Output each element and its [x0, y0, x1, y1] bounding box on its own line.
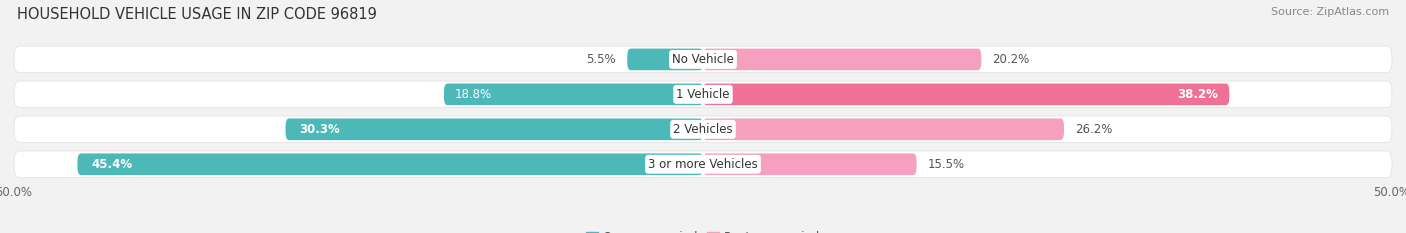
- Text: 1 Vehicle: 1 Vehicle: [676, 88, 730, 101]
- Text: 15.5%: 15.5%: [928, 158, 965, 171]
- Text: 45.4%: 45.4%: [91, 158, 132, 171]
- Text: 30.3%: 30.3%: [299, 123, 340, 136]
- Legend: Owner-occupied, Renter-occupied: Owner-occupied, Renter-occupied: [581, 226, 825, 233]
- FancyBboxPatch shape: [703, 83, 1229, 105]
- FancyBboxPatch shape: [444, 83, 703, 105]
- FancyBboxPatch shape: [77, 153, 703, 175]
- Text: 5.5%: 5.5%: [586, 53, 616, 66]
- FancyBboxPatch shape: [285, 118, 703, 140]
- FancyBboxPatch shape: [14, 81, 1392, 108]
- FancyBboxPatch shape: [703, 118, 1064, 140]
- FancyBboxPatch shape: [14, 46, 1392, 73]
- Text: 3 or more Vehicles: 3 or more Vehicles: [648, 158, 758, 171]
- Text: 38.2%: 38.2%: [1177, 88, 1219, 101]
- Text: 18.8%: 18.8%: [456, 88, 492, 101]
- Text: HOUSEHOLD VEHICLE USAGE IN ZIP CODE 96819: HOUSEHOLD VEHICLE USAGE IN ZIP CODE 9681…: [17, 7, 377, 22]
- FancyBboxPatch shape: [627, 49, 703, 70]
- Text: 26.2%: 26.2%: [1076, 123, 1112, 136]
- Text: Source: ZipAtlas.com: Source: ZipAtlas.com: [1271, 7, 1389, 17]
- FancyBboxPatch shape: [14, 116, 1392, 143]
- FancyBboxPatch shape: [703, 49, 981, 70]
- FancyBboxPatch shape: [14, 151, 1392, 178]
- Text: No Vehicle: No Vehicle: [672, 53, 734, 66]
- Text: 2 Vehicles: 2 Vehicles: [673, 123, 733, 136]
- FancyBboxPatch shape: [703, 153, 917, 175]
- Text: 20.2%: 20.2%: [993, 53, 1029, 66]
